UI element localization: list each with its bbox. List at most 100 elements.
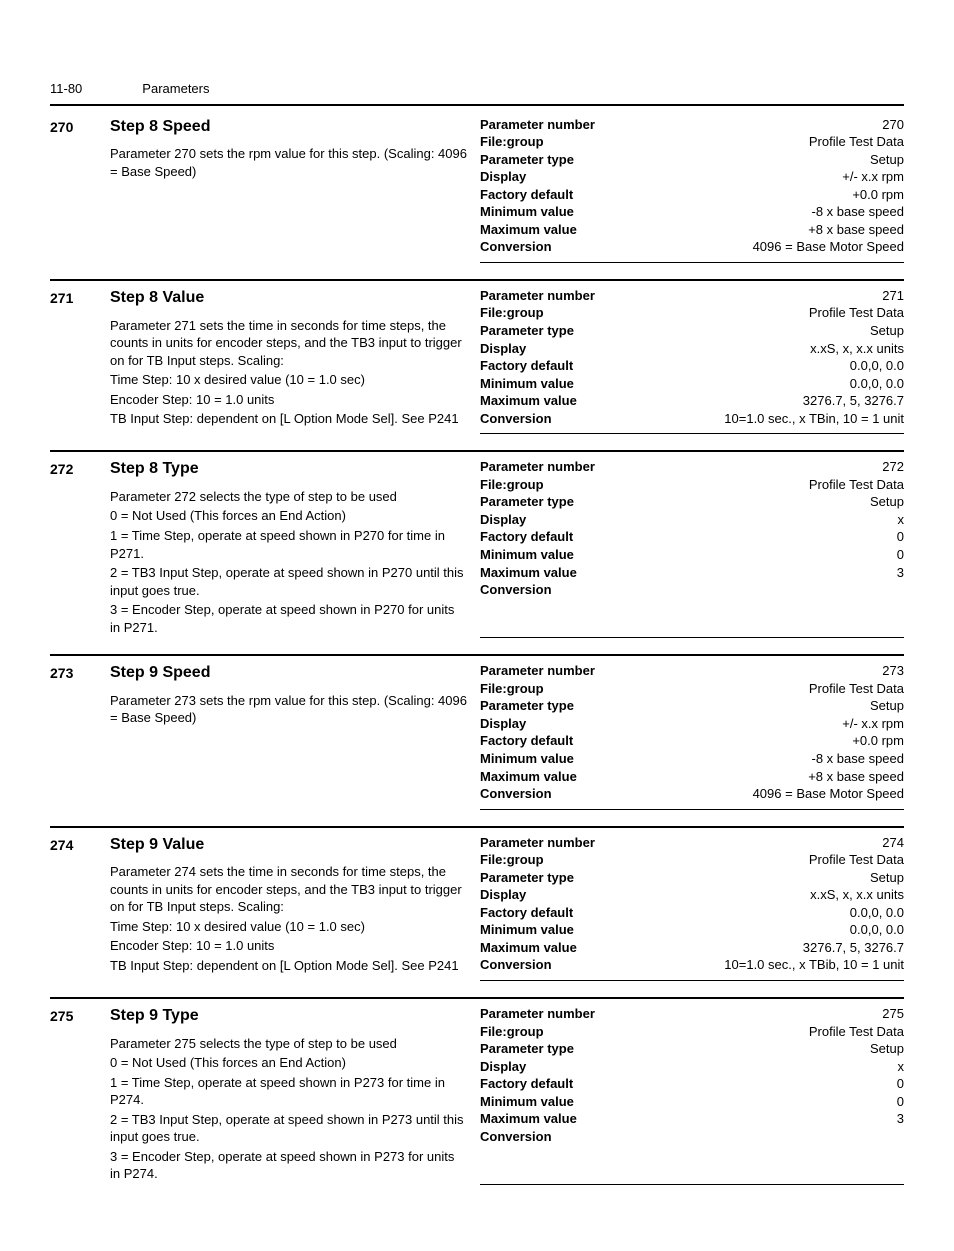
kv-row: Display x [480, 511, 904, 529]
parameter-description-col: Step 8 ValueParameter 271 sets the time … [110, 287, 480, 434]
kv-value: 0.0,0, 0.0 [850, 904, 904, 922]
parameter-block: 275Step 9 TypeParameter 275 selects the … [50, 997, 904, 1185]
kv-row: Maximum value3 [480, 564, 904, 582]
parameter-description-line: Parameter 270 sets the rpm value for thi… [110, 145, 468, 180]
parameter-block: 271Step 8 ValueParameter 271 sets the ti… [50, 279, 904, 434]
parameter-kv-col: Parameter number271File:groupProfile Tes… [480, 287, 904, 434]
kv-key: File:group [480, 851, 544, 869]
kv-row: Conversion10=1.0 sec., x TBib, 10 = 1 un… [480, 956, 904, 974]
kv-row: File:groupProfile Test Data [480, 851, 904, 869]
parameter-description-line: 3 = Encoder Step, operate at speed shown… [110, 601, 468, 636]
kv-value: 3276.7, 5, 3276.7 [803, 392, 904, 410]
parameter-description-col: Step 8 Speed Parameter 270 sets the rpm v… [110, 116, 480, 263]
kv-key: File:group [480, 133, 544, 151]
kv-value: 0.0,0, 0.0 [850, 921, 904, 939]
kv-row: Displayx.xS, x, x.x units [480, 340, 904, 358]
kv-value: Profile Test Data [809, 304, 904, 322]
kv-value: Profile Test Data [809, 1023, 904, 1041]
kv-value: Setup [870, 322, 904, 340]
kv-row: Conversion 4096 = Base Motor Speed [480, 785, 904, 803]
kv-value: -8 x base speed [811, 203, 904, 221]
kv-key: Factory default [480, 357, 573, 375]
parameter-description-line: Time Step: 10 x desired value (10 = 1.0 … [110, 918, 468, 936]
kv-key: Minimum value [480, 1093, 574, 1111]
parameter-number-label: 273 [50, 662, 110, 809]
kv-key: Parameter type [480, 869, 574, 887]
kv-key: Factory default [480, 904, 573, 922]
kv-key: Parameter number [480, 116, 595, 134]
kv-value: Profile Test Data [809, 476, 904, 494]
parameter-kv-col: Parameter number270File:groupProfile Tes… [480, 116, 904, 263]
parameter-description-line: 2 = TB3 Input Step, operate at speed sho… [110, 1111, 468, 1146]
kv-value: 270 [882, 116, 904, 134]
kv-row: Parameter typeSetup [480, 493, 904, 511]
kv-key: Parameter number [480, 1005, 595, 1023]
kv-key: Conversion [480, 785, 552, 803]
kv-row: Maximum value+8 x base speed [480, 221, 904, 239]
kv-row: Conversion4096 = Base Motor Speed [480, 238, 904, 256]
kv-key: Parameter type [480, 151, 574, 169]
kv-key: Minimum value [480, 750, 574, 768]
kv-row: Minimum value0.0,0, 0.0 [480, 921, 904, 939]
parameter-description-line: Parameter 271 sets the time in seconds f… [110, 317, 468, 370]
kv-key: Display [480, 511, 526, 529]
kv-key: Factory default [480, 186, 573, 204]
kv-row: Conversion [480, 581, 904, 599]
parameter-number-label: 275 [50, 1005, 110, 1185]
kv-row: Maximum value 3276.7, 5, 3276.7 [480, 392, 904, 410]
parameter-description-line: Parameter 273 sets the rpm value for thi… [110, 692, 468, 727]
kv-row: File:groupProfile Test Data [480, 476, 904, 494]
kv-value: +/- x.x rpm [842, 715, 904, 733]
kv-key: File:group [480, 1023, 544, 1041]
kv-value: 0 [897, 1093, 904, 1111]
kv-row: Parameter number 270 [480, 116, 904, 134]
parameter-block: 270 Step 8 Speed Parameter 270 sets the rp… [50, 110, 904, 263]
kv-value: 272 [882, 458, 904, 476]
parameter-title: Step 8 Speed [110, 116, 468, 138]
kv-value: 0.0,0, 0.0 [850, 357, 904, 375]
kv-key: Parameter number [480, 662, 595, 680]
kv-key: File:group [480, 680, 544, 698]
parameter-kv-col: Parameter number272File:groupProfile Tes… [480, 458, 904, 638]
kv-key: Maximum value [480, 392, 577, 410]
parameter-description-line: 0 = Not Used (This forces an End Action) [110, 507, 468, 525]
kv-value: 0 [897, 528, 904, 546]
kv-key: Factory default [480, 732, 573, 750]
parameter-title: Step 9 Speed [110, 662, 468, 684]
kv-row: File:group Profile Test Data [480, 1023, 904, 1041]
kv-value: 273 [882, 662, 904, 680]
kv-value: 4096 = Base Motor Speed [753, 785, 904, 803]
kv-value: x [898, 1058, 905, 1076]
kv-key: Minimum value [480, 203, 574, 221]
parameter-description-line: 1 = Time Step, operate at speed shown in… [110, 1074, 468, 1109]
kv-value: 274 [882, 834, 904, 852]
kv-value: Profile Test Data [809, 680, 904, 698]
kv-value: x [898, 511, 905, 529]
kv-row: Factory default+0.0 rpm [480, 732, 904, 750]
kv-row: Parameter number 273 [480, 662, 904, 680]
kv-key: Display [480, 168, 526, 186]
parameter-number-label: 272 [50, 458, 110, 638]
kv-value: +8 x base speed [808, 768, 904, 786]
kv-row: Minimum value0.0,0, 0.0 [480, 375, 904, 393]
kv-key: Maximum value [480, 564, 577, 582]
kv-key: Parameter type [480, 1040, 574, 1058]
kv-row: Parameter number272 [480, 458, 904, 476]
kv-row: Parameter number275 [480, 1005, 904, 1023]
kv-row: Parameter typeSetup [480, 151, 904, 169]
kv-row: Parameter typeSetup [480, 322, 904, 340]
kv-row: Display+/- x.x rpm [480, 168, 904, 186]
parameter-block: 274Step 9 ValueParameter 274 sets the ti… [50, 826, 904, 981]
kv-key: Conversion [480, 581, 552, 599]
kv-value: 3276.7, 5, 3276.7 [803, 939, 904, 957]
parameter-block: 273Step 9 SpeedParameter 273 sets the rp… [50, 654, 904, 809]
kv-key: Maximum value [480, 1110, 577, 1128]
kv-key: Parameter number [480, 287, 595, 305]
kv-row: Conversion [480, 1128, 904, 1146]
parameter-description-line: Encoder Step: 10 = 1.0 units [110, 391, 468, 409]
kv-key: File:group [480, 304, 544, 322]
kv-key: Conversion [480, 956, 552, 974]
kv-row: Maximum value+8 x base speed [480, 768, 904, 786]
kv-row: Factory default 0.0,0, 0.0 [480, 904, 904, 922]
parameter-description-line: Parameter 272 selects the type of step t… [110, 488, 468, 506]
